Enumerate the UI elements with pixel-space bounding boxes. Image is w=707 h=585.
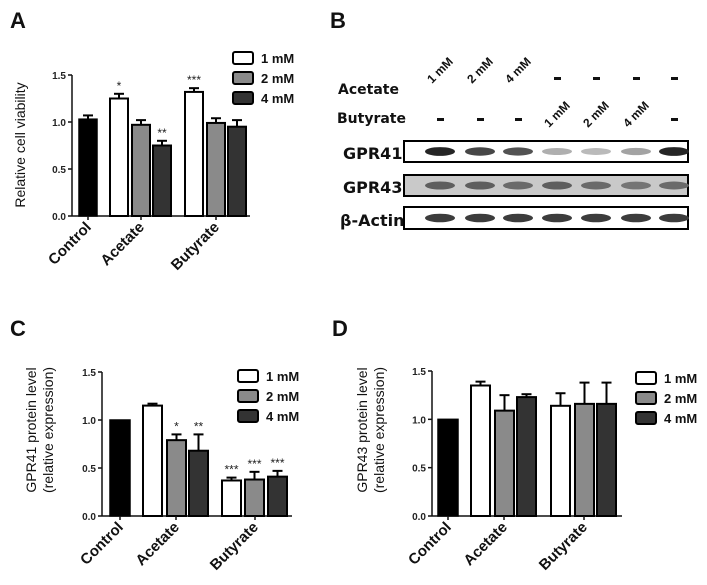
bar-acetate-2mm xyxy=(494,409,515,517)
y-tick-label: 0.5 xyxy=(82,464,96,475)
significance-marker: *** xyxy=(247,457,261,471)
legend-swatch xyxy=(635,371,657,385)
blot-image: 1 mM 2 mM 4 mM1 mM 2 mM 4 mM xyxy=(403,55,689,230)
bar-acetate-1mm xyxy=(470,384,491,517)
blot-band xyxy=(581,213,611,223)
x-category-label: Butyrate xyxy=(536,519,591,574)
blot-band xyxy=(659,213,689,223)
legend-swatch xyxy=(237,409,259,423)
blot-band xyxy=(542,213,572,223)
y-tick-label: 0.0 xyxy=(82,512,96,523)
y-tick-label: 0.0 xyxy=(52,212,66,223)
panel-label-b: B xyxy=(330,8,346,33)
blot-band xyxy=(581,148,611,155)
y-axis-label: GPR43 protein level xyxy=(354,367,370,492)
legend-label: 4 mM xyxy=(664,411,697,426)
legend-label: 4 mM xyxy=(266,409,299,424)
blot-band xyxy=(621,213,651,223)
panel-label-d: D xyxy=(332,316,348,341)
legend-label: 4 mM xyxy=(261,91,294,106)
legend-label: 2 mM xyxy=(266,389,299,404)
butyrate-dose-label: 2 mM xyxy=(580,99,612,131)
y-tick-label: 1.5 xyxy=(82,368,96,379)
y-tick-label: 1.0 xyxy=(52,118,66,129)
acetate-dose-label: 2 mM xyxy=(464,55,496,87)
legend-label: 1 mM xyxy=(266,369,299,384)
significance-marker: *** xyxy=(187,73,201,87)
blot-band xyxy=(621,181,651,190)
bar-acetate-4mm xyxy=(516,396,537,518)
panel-label-c: C xyxy=(10,316,26,341)
legend-swatch xyxy=(635,411,657,425)
y-tick-label: 0.0 xyxy=(412,512,426,523)
legend-label: 1 mM xyxy=(261,51,294,66)
blot-label-acetate: Acetate xyxy=(338,82,399,98)
y-tick-label: 1.5 xyxy=(412,367,426,378)
y-tick-label: 1.5 xyxy=(52,71,66,82)
legend-label: 2 mM xyxy=(261,71,294,86)
butyrate-dose-label: 4 mM xyxy=(620,99,652,131)
acetate-dose-label: 1 mM xyxy=(424,55,456,87)
legend-swatch xyxy=(237,369,259,383)
bar-butyrate-2mm xyxy=(574,402,595,517)
legend-swatch xyxy=(232,71,254,85)
x-category-label: Acetate xyxy=(460,519,510,569)
blot-band xyxy=(542,147,572,156)
bar-butyrate-1mm xyxy=(550,404,571,517)
blot-label-gpr43: GPR43 xyxy=(343,178,403,197)
legend-swatch xyxy=(237,389,259,403)
bar-butyrate-4mm xyxy=(596,402,617,517)
legend-swatch xyxy=(232,91,254,105)
blot-band xyxy=(465,213,495,223)
bar-control xyxy=(437,418,459,517)
blot-band xyxy=(465,181,495,190)
blot-band xyxy=(425,147,455,156)
blot-band xyxy=(465,147,495,156)
blot-label-beta-actin: β-Actin xyxy=(340,211,405,230)
significance-marker: ** xyxy=(157,126,167,140)
chart-gpr41-expression: 0.0 0.5 1.0 1.5 GPR41 protein level (relative… xyxy=(23,367,299,574)
blot-band xyxy=(425,181,455,190)
blot-band xyxy=(503,147,533,156)
legend-swatch xyxy=(635,391,657,405)
legend-swatch xyxy=(232,51,254,65)
x-category-label: Control xyxy=(405,519,455,569)
acetate-dose-label: 4 mM xyxy=(502,55,534,87)
y-tick-label: 1.0 xyxy=(412,415,426,426)
blot-band xyxy=(581,181,611,190)
blot-band xyxy=(542,181,572,190)
butyrate-dose-label: 1 mM xyxy=(541,99,573,131)
blot-band xyxy=(503,213,533,223)
blot-band xyxy=(659,181,689,190)
blot-band xyxy=(659,147,689,156)
legend-label: 2 mM xyxy=(664,391,697,406)
blot-band xyxy=(503,181,533,190)
significance-marker: *** xyxy=(270,456,284,470)
y-tick-label: 0.5 xyxy=(52,165,66,176)
y-axis-label: Relative cell viability xyxy=(12,82,28,207)
y-tick-label: 0.5 xyxy=(412,464,426,475)
significance-marker: * xyxy=(174,419,179,433)
blot-band xyxy=(621,147,651,156)
y-axis-label: (relative expression) xyxy=(371,367,387,493)
blot-label-gpr41: GPR41 xyxy=(343,144,403,163)
significance-marker: ** xyxy=(194,419,204,433)
y-axis-label: GPR41 protein level xyxy=(23,367,39,492)
legend-label: 1 mM xyxy=(664,371,697,386)
panel-label-a: A xyxy=(10,8,26,33)
y-axis-label: (relative expression) xyxy=(40,367,56,493)
significance-marker: * xyxy=(117,79,122,93)
significance-marker: *** xyxy=(224,463,238,477)
y-tick-label: 1.0 xyxy=(82,416,96,427)
blot-band xyxy=(425,213,455,223)
blot-label-butyrate: Butyrate xyxy=(337,111,406,127)
